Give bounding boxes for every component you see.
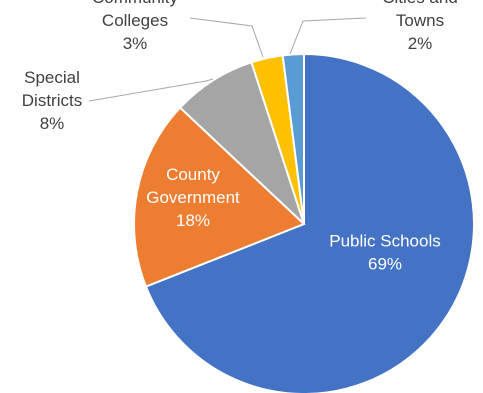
slice-label: Public Schools 69% [329, 232, 441, 274]
slice-name: Special [24, 68, 80, 87]
slice-percent: 8% [40, 114, 65, 133]
slice-label: County Government 18% [146, 165, 240, 230]
slice-percent: 69% [368, 255, 402, 274]
slice-name: Community [92, 0, 178, 7]
slice-label: Cities and Towns 2% [382, 0, 458, 53]
leader-line [189, 17, 264, 58]
slice-name: Cities and [382, 0, 458, 7]
pie-slices [133, 52, 475, 393]
slice-percent: 18% [176, 211, 210, 230]
slice-label: Community Colleges 3% [92, 0, 178, 53]
slice-name: Public Schools [329, 232, 441, 251]
leader-lines [88, 17, 367, 102]
pie-slice-public-schools [144, 52, 475, 393]
slice-name: County [166, 165, 220, 184]
slice-name: Towns [396, 11, 444, 30]
slice-label: Special Districts 8% [22, 68, 82, 133]
slice-percent: 2% [408, 34, 433, 53]
slice-name: Colleges [102, 11, 168, 30]
leader-line [88, 78, 214, 102]
slice-name: Districts [22, 91, 82, 110]
slice-percent: 3% [123, 34, 148, 53]
pie-slice-cities-and-towns [281, 52, 305, 225]
data-labels: Public Schools 69% County Government 18% Spec… [22, 0, 458, 274]
pie-slice-county-government [133, 106, 306, 288]
leader-line [289, 17, 367, 55]
slice-name: Government [146, 188, 240, 207]
